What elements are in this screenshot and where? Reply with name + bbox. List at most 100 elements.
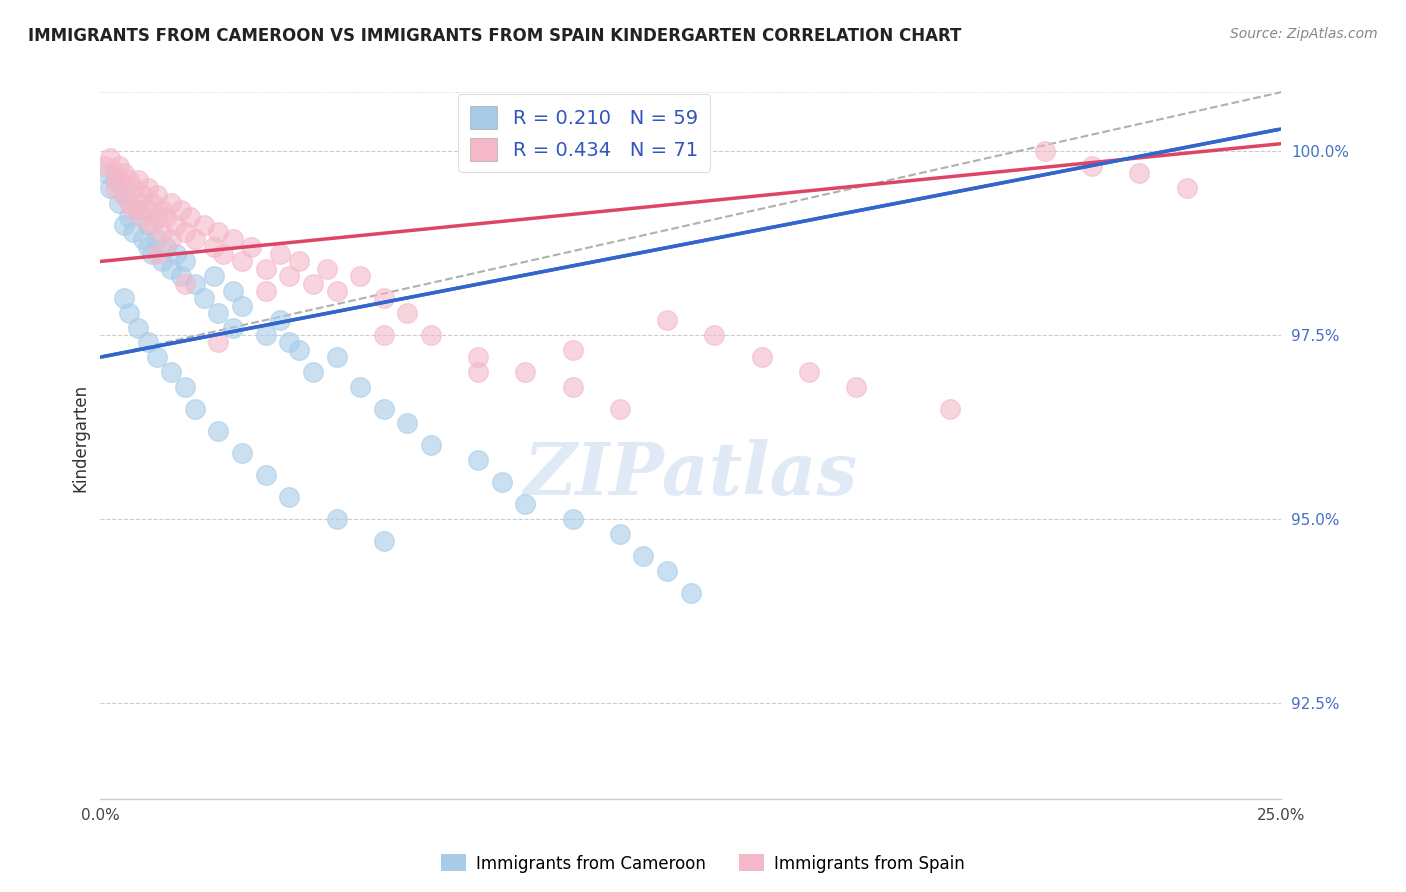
Point [174, 225, 197, 239]
Point [797, 365, 820, 379]
Point [655, 313, 678, 327]
Point [169, 269, 191, 284]
Point [179, 211, 201, 225]
Point [160, 232, 183, 246]
Point [122, 225, 145, 239]
Point [174, 277, 197, 291]
Point [108, 173, 131, 187]
Point [169, 202, 191, 217]
Point [751, 350, 773, 364]
Point [118, 306, 141, 320]
Point [193, 291, 215, 305]
Point [302, 365, 325, 379]
Point [174, 254, 197, 268]
Point [132, 188, 155, 202]
Point [112, 291, 135, 305]
Point [122, 181, 145, 195]
Point [254, 261, 277, 276]
Point [420, 328, 443, 343]
Point [609, 526, 631, 541]
Point [278, 490, 301, 504]
Point [287, 343, 309, 357]
Point [136, 240, 159, 254]
Point [491, 475, 513, 490]
Point [146, 350, 169, 364]
Point [160, 195, 183, 210]
Point [103, 181, 125, 195]
Text: IMMIGRANTS FROM CAMEROON VS IMMIGRANTS FROM SPAIN KINDERGARTEN CORRELATION CHART: IMMIGRANTS FROM CAMEROON VS IMMIGRANTS F… [28, 27, 962, 45]
Point [609, 401, 631, 416]
Point [373, 401, 395, 416]
Point [467, 365, 489, 379]
Point [679, 585, 702, 599]
Point [240, 240, 263, 254]
Point [146, 188, 169, 202]
Point [467, 350, 489, 364]
Point [108, 159, 131, 173]
Point [269, 247, 291, 261]
Point [155, 211, 177, 225]
Point [98, 181, 121, 195]
Point [150, 202, 173, 217]
Point [1175, 181, 1198, 195]
Point [98, 152, 121, 166]
Point [633, 549, 655, 563]
Point [373, 534, 395, 549]
Point [207, 335, 229, 350]
Point [269, 313, 291, 327]
Point [467, 453, 489, 467]
Point [202, 240, 225, 254]
Point [221, 320, 243, 334]
Point [132, 232, 155, 246]
Point [1128, 166, 1150, 180]
Point [655, 564, 678, 578]
Point [207, 424, 229, 438]
Point [254, 467, 277, 482]
Point [316, 261, 339, 276]
Point [561, 379, 583, 393]
Point [127, 320, 149, 334]
Point [1081, 159, 1104, 173]
Point [127, 173, 149, 187]
Point [703, 328, 725, 343]
Legend: R = 0.210   N = 59, R = 0.434   N = 71: R = 0.210 N = 59, R = 0.434 N = 71 [458, 95, 710, 172]
Point [146, 247, 169, 261]
Point [212, 247, 235, 261]
Point [561, 512, 583, 526]
Point [325, 284, 347, 298]
Point [221, 232, 243, 246]
Point [349, 269, 371, 284]
Point [118, 195, 141, 210]
Legend: Immigrants from Cameroon, Immigrants from Spain: Immigrants from Cameroon, Immigrants fro… [434, 847, 972, 880]
Point [150, 225, 173, 239]
Point [146, 211, 169, 225]
Point [515, 365, 537, 379]
Point [221, 284, 243, 298]
Point [302, 277, 325, 291]
Point [108, 195, 131, 210]
Text: ZIPatlas: ZIPatlas [523, 439, 858, 509]
Point [103, 173, 125, 187]
Point [160, 365, 183, 379]
Point [165, 247, 187, 261]
Point [127, 202, 149, 217]
Point [118, 211, 141, 225]
Point [136, 218, 159, 232]
Point [141, 195, 163, 210]
Point [254, 284, 277, 298]
Point [184, 232, 207, 246]
Point [136, 335, 159, 350]
Point [287, 254, 309, 268]
Point [373, 291, 395, 305]
Point [420, 438, 443, 452]
Point [325, 512, 347, 526]
Point [141, 247, 163, 261]
Point [561, 343, 583, 357]
Point [150, 254, 173, 268]
Point [278, 335, 301, 350]
Point [112, 166, 135, 180]
Point [127, 195, 149, 210]
Point [845, 379, 868, 393]
Point [118, 173, 141, 187]
Point [141, 218, 163, 232]
